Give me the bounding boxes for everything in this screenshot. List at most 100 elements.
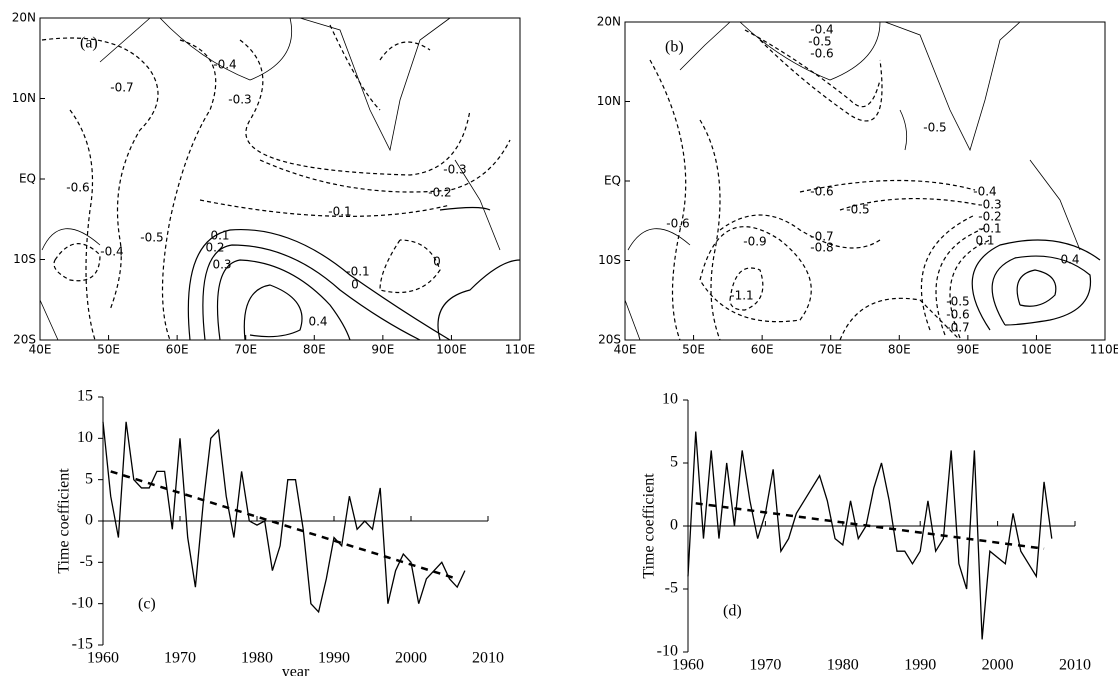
series-line [687, 431, 1053, 640]
contour-label: -0.8 [810, 241, 833, 255]
y-tick-label: -5 [80, 553, 93, 570]
y-tick-label: 10N [597, 94, 621, 108]
y-axis-label: Time coefficient [641, 473, 658, 579]
panel-label: (c) [138, 596, 156, 613]
contour-label: -0.9 [743, 235, 766, 249]
series-line [102, 421, 466, 614]
y-tick-label: 5 [85, 470, 93, 487]
contour-label: 0.2 [205, 241, 224, 255]
panel-label: (a) [80, 35, 98, 52]
y-tick-label: 15 [77, 388, 93, 405]
y-tick-label: 20N [597, 15, 621, 29]
contour-label: -0.7 [946, 321, 969, 335]
contour-label: -0.4 [973, 185, 996, 199]
y-tick-label: 10N [12, 91, 36, 105]
contour-label: -0.5 [923, 121, 946, 135]
contour-label: -0.6 [666, 217, 689, 231]
x-tick-label: 2010 [472, 650, 504, 667]
contour-label: -0.3 [443, 163, 466, 177]
contour-label: -0.4 [213, 58, 236, 72]
contour-label: -0.1 [978, 222, 1001, 236]
y-tick-label: 20S [13, 333, 36, 347]
map-frame [624, 21, 1106, 341]
contour-label: 0 [351, 278, 359, 292]
x-tick-label: 50E [682, 343, 705, 357]
contour-label: 0.1 [210, 229, 229, 243]
y-tick-label: -15 [72, 636, 93, 653]
x-tick-label: 70E [234, 343, 257, 357]
contour-label: -0.7 [110, 81, 133, 95]
contour-label: -0.6 [810, 47, 833, 61]
y-axis-label: Time coefficient [56, 468, 73, 574]
x-tick-label: 1990 [904, 657, 936, 674]
trend-line [110, 470, 458, 581]
contour-label: -0.4 [810, 23, 833, 37]
x-tick-label: 1990 [318, 650, 350, 667]
contour-label: -0.3 [978, 198, 1001, 212]
x-tick-label: 1980 [241, 650, 273, 667]
x-tick-label: 2000 [395, 650, 427, 667]
map-frame [39, 17, 521, 341]
x-tick-label: 100E [1021, 343, 1052, 357]
y-tick-label: 5 [670, 454, 678, 471]
contour-label: -0.5 [808, 35, 831, 49]
x-tick-label: 90E [956, 343, 979, 357]
y-tick-label: -5 [665, 580, 678, 597]
x-tick-label: 60E [751, 343, 774, 357]
y-tick-label: 0 [670, 517, 678, 534]
x-tick-label: 110E [505, 343, 536, 357]
y-tick-label: 10S [598, 253, 621, 267]
x-axis-label: year [282, 664, 310, 676]
x-tick-label: 2010 [1059, 657, 1091, 674]
y-tick-label: 10 [77, 429, 93, 446]
contour-label: -0.3 [228, 93, 251, 107]
contour-label: -0.7 [810, 230, 833, 244]
x-tick-label: 60E [166, 343, 189, 357]
contour-label: 0.1 [975, 234, 994, 248]
map-b-lines [624, 21, 1101, 341]
contour-label: 0.4 [1060, 253, 1079, 267]
contour-label: -0.5 [846, 203, 869, 217]
y-tick-label: -10 [657, 643, 678, 660]
x-tick-label: 1960 [672, 657, 704, 674]
contour-label: 0 [433, 255, 441, 269]
x-tick-label: 80E [303, 343, 326, 357]
panel-label: (b) [665, 39, 684, 56]
y-tick-label: EQ [19, 172, 36, 186]
x-tick-label: 70E [819, 343, 842, 357]
panel-label: (d) [723, 603, 742, 620]
x-tick-label: 40E [614, 343, 637, 357]
x-tick-label: 1960 [87, 650, 119, 667]
trend-line [695, 502, 1045, 550]
contour-label: -0.6 [810, 185, 833, 199]
contour-label: -0.2 [428, 186, 451, 200]
x-axis-label: year [868, 671, 896, 676]
contour-label: -0.5 [140, 231, 163, 245]
y-tick-label: 20S [598, 333, 621, 347]
y-tick-label: EQ [604, 174, 621, 188]
contour-label: -0.1 [328, 205, 351, 219]
x-tick-label: 100E [436, 343, 467, 357]
contour-label: -0.6 [66, 181, 89, 195]
x-tick-label: 1970 [749, 657, 781, 674]
contour-label: -0.4 [100, 245, 123, 259]
x-tick-label: 50E [97, 343, 120, 357]
y-tick-label: 0 [85, 512, 93, 529]
x-tick-label: 1980 [827, 657, 859, 674]
map-a-lines [39, 17, 521, 341]
x-tick-label: 90E [371, 343, 394, 357]
y-tick-label: 10S [13, 252, 36, 266]
y-tick-label: 10 [662, 391, 678, 408]
y-tick-label: 20N [12, 11, 36, 25]
x-tick-label: 1970 [164, 650, 196, 667]
contour-label: -0.1 [346, 265, 369, 279]
y-tick-label: -10 [72, 594, 93, 611]
contour-label: -0.2 [978, 210, 1001, 224]
contour-label: 0.3 [212, 258, 231, 272]
contour-label: -0.5 [946, 295, 969, 309]
contour-label: -1.1 [730, 289, 753, 303]
x-tick-label: 110E [1090, 343, 1118, 357]
contour-label: 0.4 [308, 315, 327, 329]
x-tick-label: 80E [888, 343, 911, 357]
